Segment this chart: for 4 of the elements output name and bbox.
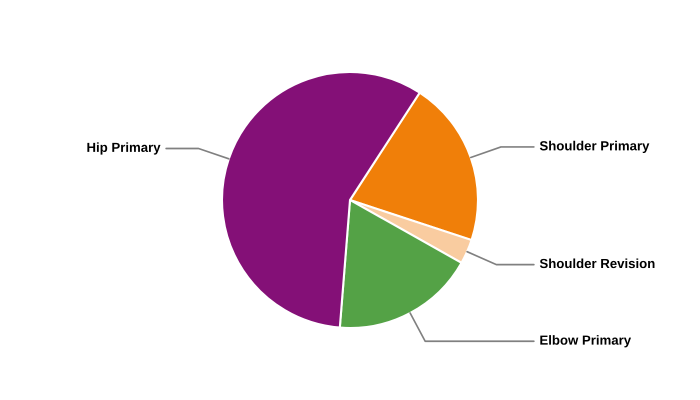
slice-label: Hip Primary [87,142,160,155]
slice-label: Shoulder Primary [540,140,650,154]
slice-label: Shoulder Revision [540,258,654,268]
slice-label: Elbow Primary [540,335,632,348]
